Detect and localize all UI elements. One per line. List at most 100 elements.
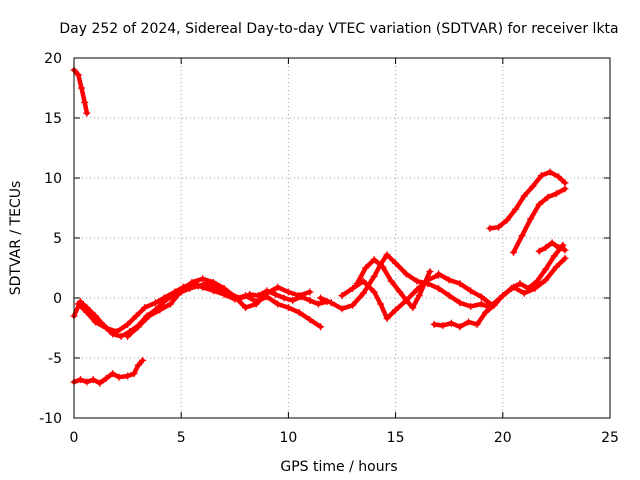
data-point <box>430 320 438 328</box>
data-point <box>274 300 282 308</box>
series-track-10 <box>434 254 569 309</box>
y-tick-label: 5 <box>53 231 62 247</box>
data-point <box>96 379 104 387</box>
data-point <box>552 190 560 198</box>
series-line <box>71 67 90 116</box>
data-point <box>383 251 391 259</box>
data-point <box>555 173 563 181</box>
data-point <box>413 277 421 285</box>
data-point <box>83 378 91 386</box>
series-track-5 <box>124 275 314 340</box>
data-point <box>280 294 288 302</box>
x-axis-label: GPS time / hours <box>280 459 397 475</box>
data-point <box>473 320 481 328</box>
data-point <box>488 301 496 309</box>
data-point <box>445 276 453 284</box>
data-point <box>317 323 325 331</box>
data-point <box>387 277 395 285</box>
data-point <box>520 289 528 297</box>
data-point <box>477 293 485 301</box>
data-point <box>317 294 325 302</box>
x-tick-label: 20 <box>494 430 512 446</box>
x-tick-label: 15 <box>387 430 405 446</box>
data-point <box>171 288 179 296</box>
data-point <box>464 318 472 326</box>
data-point <box>254 292 262 300</box>
data-point <box>134 361 142 369</box>
data-point <box>220 290 228 298</box>
data-point <box>379 263 387 271</box>
data-point <box>156 306 164 314</box>
data-point <box>396 288 404 296</box>
data-point <box>503 216 511 224</box>
data-point <box>426 268 434 276</box>
data-point <box>392 306 400 314</box>
data-point <box>486 224 494 232</box>
plot-frame <box>73 57 611 419</box>
data-point <box>529 182 537 190</box>
data-point <box>242 292 250 300</box>
data-point <box>561 254 569 262</box>
data-point <box>482 308 490 316</box>
data-point <box>434 284 442 292</box>
data-point <box>349 301 357 309</box>
data-point <box>306 296 314 304</box>
data-point <box>537 172 545 180</box>
data-point <box>274 283 282 291</box>
data-point <box>124 320 132 328</box>
data-point <box>467 287 475 295</box>
data-point <box>117 332 125 340</box>
series-track-4 <box>74 280 325 336</box>
data-point <box>83 109 91 117</box>
data-point <box>542 276 550 284</box>
data-point <box>314 300 322 308</box>
y-tick-label: 15 <box>44 111 62 127</box>
data-point <box>272 290 280 298</box>
data-point <box>78 84 86 92</box>
data-point <box>561 246 569 254</box>
series-track-11 <box>486 168 569 232</box>
data-point <box>467 302 475 310</box>
data-point <box>306 316 314 324</box>
axis-ticks: 0 5 10 15 20 25 -10 -5 0 5 10 15 20 <box>39 51 619 446</box>
data-point <box>83 308 91 316</box>
series-track-13 <box>535 239 569 255</box>
y-tick-label: -10 <box>39 411 62 427</box>
data-point <box>362 264 370 272</box>
x-tick-label: 10 <box>279 430 297 446</box>
y-tick-label: 0 <box>53 291 62 307</box>
data-point <box>141 304 149 312</box>
data-point <box>338 292 346 300</box>
data-point <box>327 299 335 307</box>
data-point <box>456 280 464 288</box>
data-point <box>209 278 217 286</box>
data-point <box>520 192 528 200</box>
data-point <box>542 265 550 273</box>
data-point <box>370 272 378 280</box>
data-point <box>413 286 421 294</box>
series-line <box>125 276 313 339</box>
data-point <box>561 179 569 187</box>
data-point <box>130 370 138 378</box>
data-point <box>177 287 185 295</box>
x-tick-label: 0 <box>70 430 79 446</box>
data-point <box>510 248 518 256</box>
data-point <box>353 280 361 288</box>
data-point <box>124 332 132 340</box>
series-line <box>487 169 568 231</box>
data-point <box>284 288 292 296</box>
data-point <box>252 300 260 308</box>
data-point <box>145 312 153 320</box>
data-point <box>392 259 400 267</box>
y-tick-label: 10 <box>44 171 62 187</box>
data-point <box>552 263 560 271</box>
data-point <box>91 312 99 320</box>
data-point <box>495 223 503 231</box>
data-point <box>166 300 174 308</box>
series-track-9 <box>430 241 567 331</box>
data-point <box>370 288 378 296</box>
data-point <box>289 296 297 304</box>
data-point <box>512 205 520 213</box>
data-point <box>445 292 453 300</box>
